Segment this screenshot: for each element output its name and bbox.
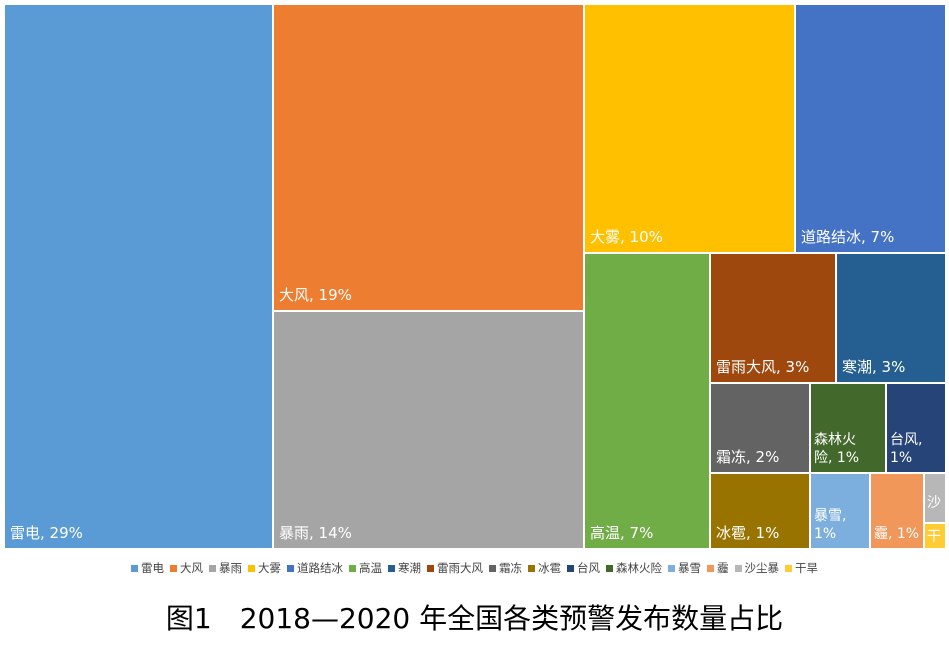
legend-entry: 暴雪: [668, 560, 701, 576]
tile-label: 大风, 19%: [279, 286, 352, 304]
legend-label: 大风: [180, 561, 203, 575]
tile-label: 暴雨, 14%: [279, 524, 352, 542]
legend-entry: 大雾: [248, 560, 281, 576]
tile-森林火险: 森林火 险, 1%: [809, 382, 887, 474]
legend-label: 台风: [577, 561, 600, 575]
legend-label: 大雾: [258, 561, 281, 575]
legend-swatch: [248, 564, 255, 572]
legend-swatch: [427, 564, 434, 572]
legend-label: 暴雨: [219, 561, 242, 575]
legend-entry: 森林火险: [606, 560, 662, 576]
tile-暴雪: 暴雪, 1%: [809, 472, 871, 550]
legend-entry: 暴雨: [209, 560, 242, 576]
tile-大风: 大风, 19%: [272, 3, 585, 312]
legend-label: 道路结冰: [297, 561, 343, 575]
legend-swatch: [349, 564, 356, 572]
tile-霾: 霾, 1%: [869, 472, 925, 550]
tile-雷电: 雷电, 29%: [3, 3, 274, 550]
legend-label: 雷雨大风: [437, 561, 483, 575]
legend-label: 森林火险: [616, 561, 662, 575]
legend-entry: 台风: [567, 560, 600, 576]
legend-entry: 寒潮: [388, 560, 421, 576]
legend-swatch: [668, 564, 675, 572]
legend-swatch: [785, 564, 792, 572]
legend-swatch: [489, 564, 496, 572]
tile-label: 雷雨大风, 3%: [716, 358, 810, 376]
legend-swatch: [528, 564, 535, 572]
legend-label: 冰雹: [538, 561, 561, 575]
tile-label: 雷电, 29%: [10, 524, 83, 542]
legend: 雷电 大风 暴雨 大雾 道路结冰 高温 寒潮 雷雨大风 霜冻 冰雹 台风 森林火险 暴雪 霾 沙尘暴 干旱: [0, 558, 949, 578]
legend-swatch: [388, 564, 395, 572]
tile-label: 高温, 7%: [590, 524, 654, 542]
legend-entry: 大风: [170, 560, 203, 576]
tile-暴雨: 暴雨, 14%: [272, 310, 585, 550]
tile-label: 大雾, 10%: [590, 228, 663, 246]
tile-冰雹: 冰雹, 1%: [709, 472, 811, 550]
tile-高温: 高温, 7%: [583, 252, 711, 550]
legend-swatch: [131, 564, 138, 572]
legend-entry: 霾: [707, 560, 729, 576]
legend-swatch: [209, 564, 216, 572]
tile-label: 沙: [927, 495, 941, 511]
legend-entry: 高温: [349, 560, 382, 576]
tile-label: 霜冻, 2%: [716, 448, 780, 466]
treemap: 雷电, 29% 大风, 19% 暴雨, 14% 大雾, 10% 道路结冰, 7%…: [3, 3, 947, 550]
legend-label: 高温: [359, 561, 382, 575]
tile-台风: 台风, 1%: [885, 382, 947, 474]
tile-大雾: 大雾, 10%: [583, 3, 796, 254]
tile-label: 冰雹, 1%: [716, 524, 780, 542]
legend-label: 干旱: [795, 561, 818, 575]
legend-entry: 雷电: [131, 560, 164, 576]
legend-entry: 道路结冰: [287, 560, 343, 576]
legend-label: 沙尘暴: [744, 561, 780, 575]
tile-label: 暴雪, 1%: [814, 508, 847, 542]
legend-swatch: [606, 564, 613, 572]
legend-swatch: [734, 564, 742, 572]
tile-霜冻: 霜冻, 2%: [709, 382, 811, 474]
tile-干旱: 干: [923, 522, 947, 550]
legend-label: 暴雪: [678, 561, 701, 575]
legend-entry: 冰雹: [528, 560, 561, 576]
legend-entry: 雷雨大风: [427, 560, 483, 576]
tile-沙尘暴: 沙: [923, 472, 947, 524]
legend-label: 寒潮: [398, 561, 421, 575]
legend-entry: 沙尘暴: [734, 560, 780, 576]
legend-label: 霾: [717, 561, 729, 575]
tile-label: 霾, 1%: [874, 526, 920, 542]
legend-entry: 干旱: [785, 560, 818, 576]
tile-label: 森林火 险, 1%: [814, 432, 860, 466]
legend-swatch: [567, 564, 574, 572]
legend-label: 雷电: [141, 561, 164, 575]
tile-道路结冰: 道路结冰, 7%: [794, 3, 947, 254]
legend-label: 霜冻: [499, 561, 522, 575]
tile-寒潮: 寒潮, 3%: [835, 252, 947, 384]
legend-entry: 霜冻: [489, 560, 522, 576]
figure-caption: 图1 2018—2020 年全国各类预警发布数量占比: [165, 602, 784, 635]
tile-label: 干: [927, 529, 941, 545]
tile-label: 寒潮, 3%: [842, 358, 906, 376]
tile-雷雨大风: 雷雨大风, 3%: [709, 252, 837, 384]
legend-swatch: [707, 564, 714, 572]
tile-label: 台风, 1%: [890, 432, 923, 466]
tile-label: 道路结冰, 7%: [801, 228, 895, 246]
legend-swatch: [287, 564, 294, 572]
legend-swatch: [170, 564, 177, 572]
